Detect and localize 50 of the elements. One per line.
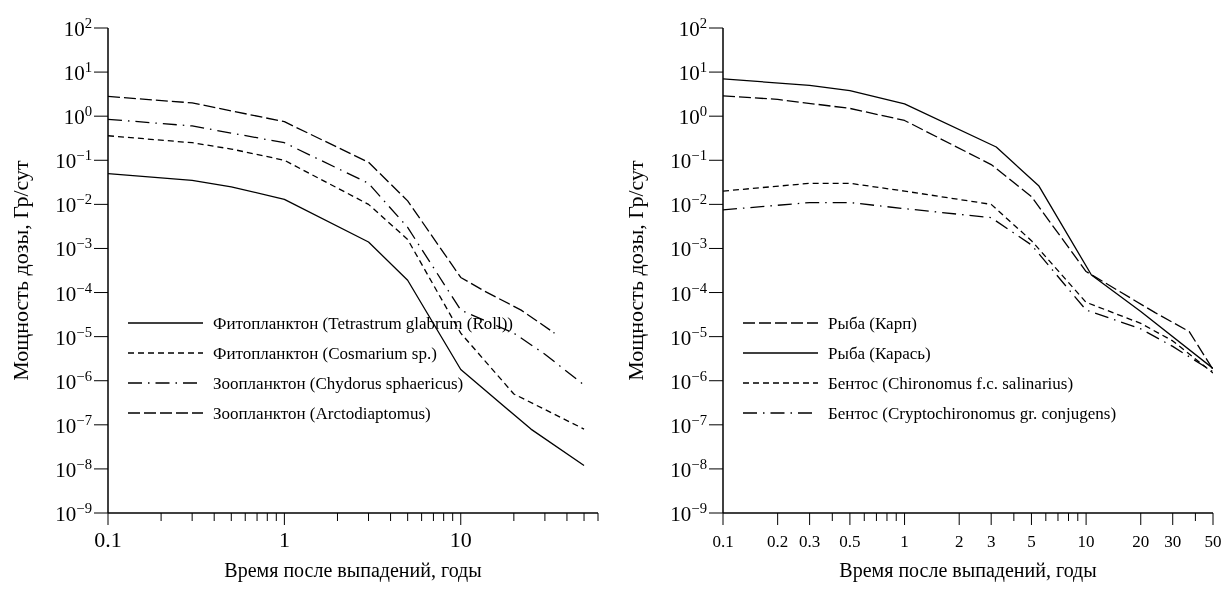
legend-label: Зоопланктон (Chydorus sphaericus) bbox=[213, 374, 464, 393]
y-tick-label: 10$^{2}$ bbox=[63, 15, 92, 41]
y-tick-label: 10$^{−7}$ bbox=[55, 411, 92, 438]
x-tick-label: 10 bbox=[449, 527, 472, 552]
y-tick-label: 10$^{0}$ bbox=[63, 103, 92, 130]
y-tick-label: 10$^{−9}$ bbox=[55, 500, 92, 526]
x-tick-label: 5 bbox=[1027, 532, 1036, 551]
y-tick-label: 10$^{−3}$ bbox=[670, 235, 707, 262]
y-tick-label: 10$^{−5}$ bbox=[55, 323, 92, 350]
y-tick-label: 10$^{−5}$ bbox=[670, 323, 707, 350]
x-tick-label: 50 bbox=[1204, 532, 1222, 551]
x-tick-label: 1 bbox=[278, 527, 290, 552]
legend-label: Рыба (Карп) bbox=[828, 314, 917, 333]
x-tick-label: 0.2 bbox=[767, 532, 789, 551]
y-tick-label: 10$^{−8}$ bbox=[670, 455, 707, 482]
x-tick-label: 20 bbox=[1132, 532, 1150, 551]
x-tick-label: 2 bbox=[954, 532, 964, 551]
y-axis-title: Мощность дозы, Гр/сут bbox=[623, 159, 648, 381]
legend-label: Зоопланктон (Arctodiaptomus) bbox=[213, 404, 431, 423]
x-tick-label: 0.3 bbox=[799, 532, 821, 551]
x-tick-label: 10 bbox=[1077, 532, 1095, 551]
y-tick-label: 10$^{−6}$ bbox=[670, 367, 707, 394]
y-tick-label: 10$^{−3}$ bbox=[55, 235, 92, 262]
legend-label: Бентос (Cryptochironomus gr. conjugens) bbox=[828, 404, 1117, 423]
y-tick-label: 10$^{−6}$ bbox=[55, 367, 92, 394]
x-tick-label: 0.5 bbox=[839, 532, 861, 551]
x-tick-label: 3 bbox=[986, 532, 996, 551]
y-tick-label: 10$^{−1}$ bbox=[670, 147, 707, 174]
y-axis-title: Мощность дозы, Гр/сут bbox=[8, 159, 33, 381]
y-tick-label: 10$^{−2}$ bbox=[55, 191, 92, 218]
x-axis-title: Время после выпадений, годы bbox=[224, 559, 482, 582]
y-tick-label: 10$^{−4}$ bbox=[55, 279, 93, 306]
y-tick-label: 10$^{1}$ bbox=[63, 59, 92, 86]
x-tick-label: 0.1 bbox=[712, 532, 734, 551]
y-tick-label: 10$^{−1}$ bbox=[55, 147, 92, 174]
y-tick-label: 10$^{1}$ bbox=[678, 59, 707, 86]
x-tick-label: 30 bbox=[1164, 532, 1182, 551]
y-tick-label: 10$^{−4}$ bbox=[670, 279, 708, 306]
y-tick-label: 10$^{−9}$ bbox=[670, 500, 707, 526]
y-tick-label: 10$^{−7}$ bbox=[670, 411, 707, 438]
y-tick-label: 10$^{−2}$ bbox=[670, 191, 707, 218]
legend-label: Рыба (Карась) bbox=[828, 344, 931, 363]
y-tick-label: 10$^{2}$ bbox=[678, 15, 707, 41]
y-tick-label: 10$^{−8}$ bbox=[55, 455, 92, 482]
x-tick-label: 1 bbox=[900, 532, 909, 551]
y-tick-label: 10$^{0}$ bbox=[678, 103, 707, 130]
x-axis-title: Время после выпадений, годы bbox=[839, 559, 1097, 582]
legend-label: Бентос (Chironomus f.c. salinarius) bbox=[828, 374, 1074, 393]
x-tick-label: 0.1 bbox=[94, 527, 122, 552]
legend-label: Фитопланктон (Cosmarium sp.) bbox=[213, 344, 437, 363]
